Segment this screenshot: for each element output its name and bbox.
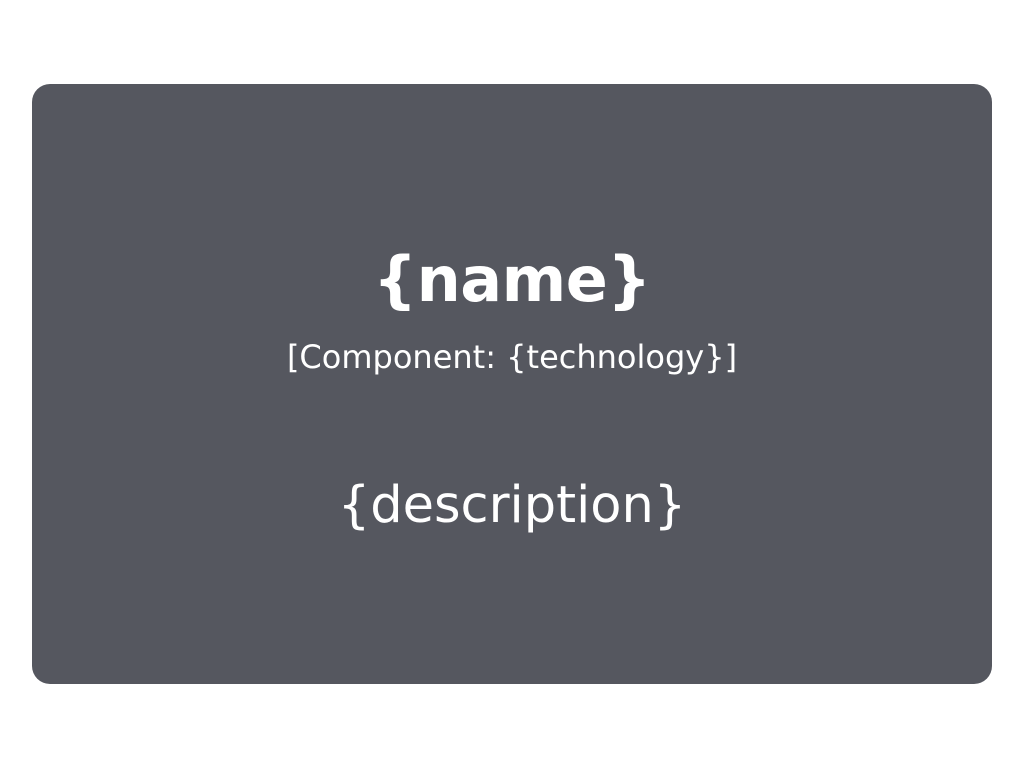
component-box[interactable]: {name} [Component: {technology}] {descri… <box>32 84 992 684</box>
component-description: {description} <box>337 476 687 535</box>
component-name: {name} <box>373 243 651 316</box>
component-technology: [Component: {technology}] <box>286 338 738 376</box>
